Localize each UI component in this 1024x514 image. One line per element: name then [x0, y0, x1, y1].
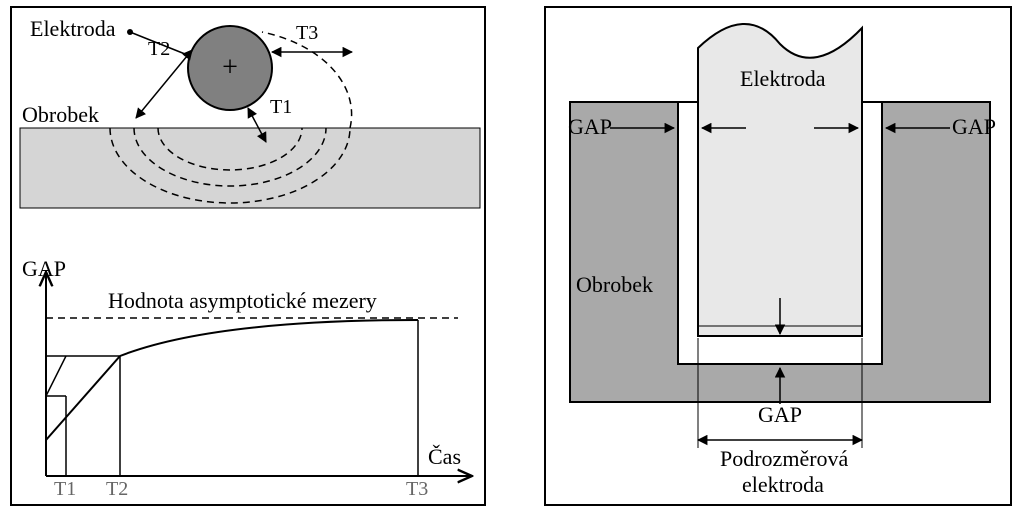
tick-t2: T2 [106, 478, 128, 501]
label-workpiece: Obrobek [22, 102, 99, 128]
right-panel: Elektroda GAP GAP Obrobek GAP Podrozměro… [544, 6, 1012, 506]
label-electrode-r: Elektroda [740, 66, 826, 92]
segment-a [46, 356, 120, 440]
label-gap-axis: GAP [22, 256, 66, 282]
label-asymptote: Hodnota asymptotické mezery [108, 288, 377, 314]
label-gap-bottom: GAP [758, 402, 802, 428]
label-electrode: Elektroda [30, 16, 116, 42]
label-gap-right: GAP [952, 114, 996, 140]
label-t1-top: T1 [270, 96, 292, 119]
label-workpiece-r: Obrobek [576, 272, 653, 298]
label-time-axis: Čas [428, 444, 461, 470]
segment-b [46, 356, 66, 396]
left-panel: + Elektroda Obrobek T1 T2 T3 GAP Hodn [10, 6, 486, 506]
label-t2-top: T2 [148, 38, 170, 61]
tick-t1: T1 [54, 478, 76, 501]
asymptotic-curve [120, 320, 418, 356]
label-undersize-1: Podrozměrová [720, 446, 848, 472]
tick-t3: T3 [406, 478, 428, 501]
plus-icon: + [222, 52, 238, 83]
label-t3-top: T3 [296, 22, 318, 45]
label-gap-left: GAP [568, 114, 612, 140]
label-undersize-2: elektroda [742, 472, 824, 498]
leader-dot [127, 29, 133, 35]
left-svg: + [12, 8, 488, 508]
